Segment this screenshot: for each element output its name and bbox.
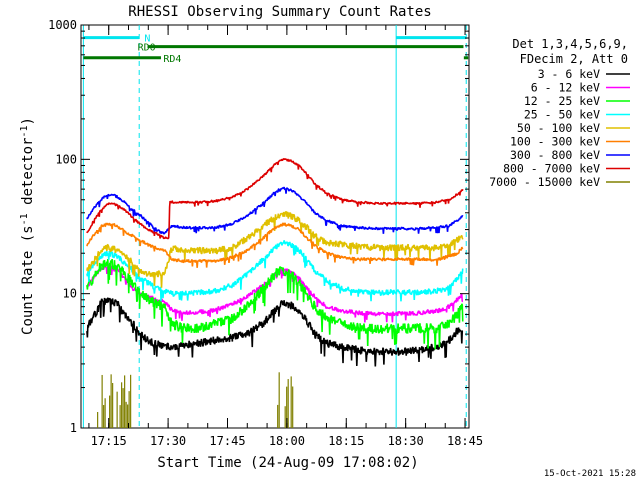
series-line bbox=[86, 240, 464, 302]
x-tick-label: 17:15 bbox=[91, 434, 127, 448]
legend-header-line2: FDecim 2, Att 0 bbox=[520, 52, 628, 66]
series-line bbox=[86, 222, 464, 268]
y-axis-label-a: Count Rate (s bbox=[20, 225, 36, 335]
x-axis-label: Start Time (24-Aug-09 17:08:02) bbox=[157, 455, 418, 471]
saa-bursts bbox=[97, 372, 294, 428]
y-tick-label: 1 bbox=[70, 421, 77, 435]
series-line bbox=[86, 258, 464, 350]
legend-entry-label: 800 - 7000 keV bbox=[503, 162, 600, 176]
y-axis-label-sup2: -1 bbox=[19, 125, 30, 137]
x-tick-label: 17:45 bbox=[209, 434, 245, 448]
legend-entry-label: 7000 - 15000 keV bbox=[489, 175, 600, 189]
series-group bbox=[86, 158, 464, 367]
series-line bbox=[86, 297, 464, 367]
plot-frame bbox=[80, 24, 470, 429]
legend-entry-label: 50 - 100 keV bbox=[517, 121, 600, 135]
y-axis-label-sup1: -1 bbox=[19, 213, 30, 225]
legend-entry-label: 25 - 50 keV bbox=[524, 108, 600, 122]
footer-date: 15-Oct-2021 15:28 bbox=[544, 469, 636, 479]
y-tick-label: 100 bbox=[55, 152, 77, 166]
x-tick-label: 18:00 bbox=[269, 434, 305, 448]
x-tick-label: 17:30 bbox=[150, 434, 186, 448]
y-axis-label-c: ) bbox=[20, 117, 36, 125]
series-line bbox=[86, 158, 464, 240]
series-line bbox=[86, 186, 464, 235]
legend-entry-label: 300 - 800 keV bbox=[510, 148, 600, 162]
legend-entry-label: 12 - 25 keV bbox=[524, 94, 600, 108]
flag-bar-label: RD0 bbox=[138, 43, 156, 54]
legend-entry-label: 3 - 6 keV bbox=[538, 67, 600, 81]
x-tick-label: 18:15 bbox=[328, 434, 364, 448]
chart-title: RHESSI Observing Summary Count Rates bbox=[128, 4, 431, 20]
legend: Det 1,3,4,5,6,9, FDecim 2, Att 0 3 - 6 k… bbox=[489, 37, 630, 189]
legend-entry-label: 6 - 12 keV bbox=[531, 81, 600, 95]
legend-header-line1: Det 1,3,4,5,6,9, bbox=[512, 37, 628, 51]
x-tick-label: 18:30 bbox=[388, 434, 424, 448]
y-tick-label: 10 bbox=[63, 287, 77, 301]
flag-bar-label: N bbox=[144, 34, 150, 45]
legend-entry-label: 100 - 300 keV bbox=[510, 135, 600, 149]
mode-change-lines bbox=[82, 25, 467, 428]
y-axis-label-b: detector bbox=[20, 138, 36, 214]
y-axis: 1 10 100 1000 bbox=[48, 18, 469, 435]
x-tick-label: 18:45 bbox=[447, 434, 483, 448]
y-tick-label: 1000 bbox=[48, 18, 77, 32]
y-axis-label: Count Rate (s-1 detector-1) bbox=[19, 117, 36, 335]
flag-bar-label: RD4 bbox=[163, 54, 181, 65]
x-axis: 17:15 17:30 17:45 18:00 18:15 18:30 18:45 bbox=[88, 25, 483, 448]
series-line bbox=[86, 211, 464, 288]
